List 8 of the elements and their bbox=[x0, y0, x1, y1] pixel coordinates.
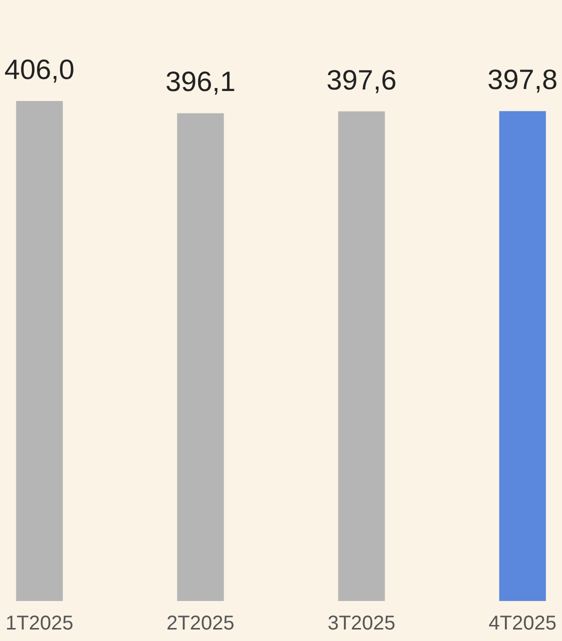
x-tick-label: 1T2025 bbox=[6, 612, 74, 634]
x-tick-label: 4T2025 bbox=[488, 612, 556, 634]
data-label: 406,0 bbox=[4, 54, 74, 85]
x-tick-label: 2T2025 bbox=[166, 612, 234, 634]
x-tick-label: 3T2025 bbox=[328, 612, 396, 634]
data-label: 397,8 bbox=[488, 64, 558, 96]
data-label: 397,6 bbox=[326, 64, 397, 96]
data-label: 396,1 bbox=[165, 66, 236, 98]
